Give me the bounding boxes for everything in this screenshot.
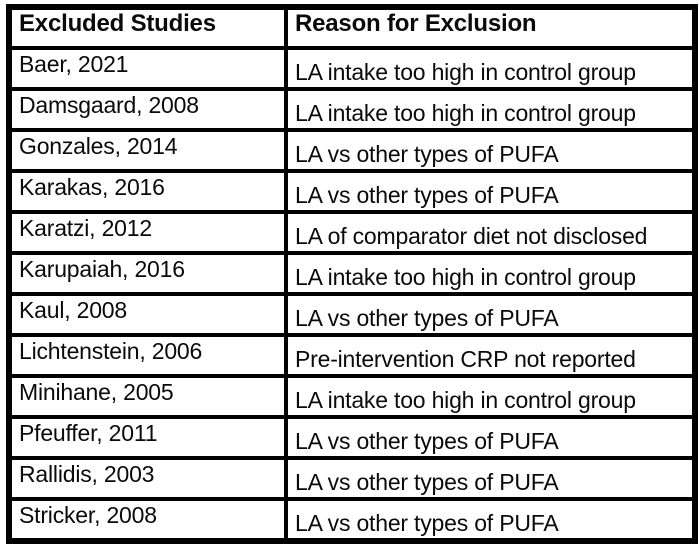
table-frame: Excluded Studies Reason for Exclusion Ba… [6, 4, 698, 544]
table-row: Stricker, 2008 LA vs other types of PUFA [10, 499, 694, 540]
study-cell: Rallidis, 2003 [10, 458, 286, 499]
table-row: Karakas, 2016 LA vs other types of PUFA [10, 171, 694, 212]
excluded-studies-table: Excluded Studies Reason for Exclusion Ba… [6, 4, 698, 544]
reason-cell: LA vs other types of PUFA [286, 499, 694, 540]
study-cell: Minihane, 2005 [10, 376, 286, 417]
study-cell: Baer, 2021 [10, 48, 286, 89]
reason-cell: LA vs other types of PUFA [286, 130, 694, 171]
study-cell: Damsgaard, 2008 [10, 89, 286, 130]
table-row: Damsgaard, 2008 LA intake too high in con… [10, 89, 694, 130]
reason-cell: LA intake too high in control group [286, 89, 694, 130]
study-cell: Karakas, 2016 [10, 171, 286, 212]
study-cell: Stricker, 2008 [10, 499, 286, 540]
study-cell: Pfeuffer, 2011 [10, 417, 286, 458]
study-cell: Karupaiah, 2016 [10, 253, 286, 294]
reason-cell: LA of comparator diet not disclosed [286, 212, 694, 253]
table-row: Rallidis, 2003 LA vs other types of PUFA [10, 458, 694, 499]
table-row: Kaul, 2008 LA vs other types of PUFA [10, 294, 694, 335]
study-cell: Karatzi, 2012 [10, 212, 286, 253]
table-body: Baer, 2021 LA intake too high in control … [10, 48, 694, 540]
table-row: Minihane, 2005 LA intake too high in cont… [10, 376, 694, 417]
reason-cell: LA vs other types of PUFA [286, 417, 694, 458]
table-row: Gonzales, 2014 LA vs other types of PUFA [10, 130, 694, 171]
reason-cell: LA intake too high in control group [286, 48, 694, 89]
reason-cell: LA vs other types of PUFA [286, 294, 694, 335]
study-cell: Kaul, 2008 [10, 294, 286, 335]
reason-cell: Pre-intervention CRP not reported [286, 335, 694, 376]
table-row: Karatzi, 2012 LA of comparator diet not d… [10, 212, 694, 253]
study-cell: Lichtenstein, 2006 [10, 335, 286, 376]
reason-cell: LA intake too high in control group [286, 376, 694, 417]
table-row: Pfeuffer, 2011 LA vs other types of PUFA [10, 417, 694, 458]
table-row: Lichtenstein, 2006 Pre-intervention CRP n… [10, 335, 694, 376]
header-reason-for-exclusion: Reason for Exclusion [286, 8, 694, 48]
table-row: Karupaiah, 2016 LA intake too high in con… [10, 253, 694, 294]
reason-cell: LA intake too high in control group [286, 253, 694, 294]
header-excluded-studies: Excluded Studies [10, 8, 286, 48]
study-cell: Gonzales, 2014 [10, 130, 286, 171]
reason-cell: LA vs other types of PUFA [286, 171, 694, 212]
reason-cell: LA vs other types of PUFA [286, 458, 694, 499]
header-row: Excluded Studies Reason for Exclusion [10, 8, 694, 48]
table-row: Baer, 2021 LA intake too high in control … [10, 48, 694, 89]
